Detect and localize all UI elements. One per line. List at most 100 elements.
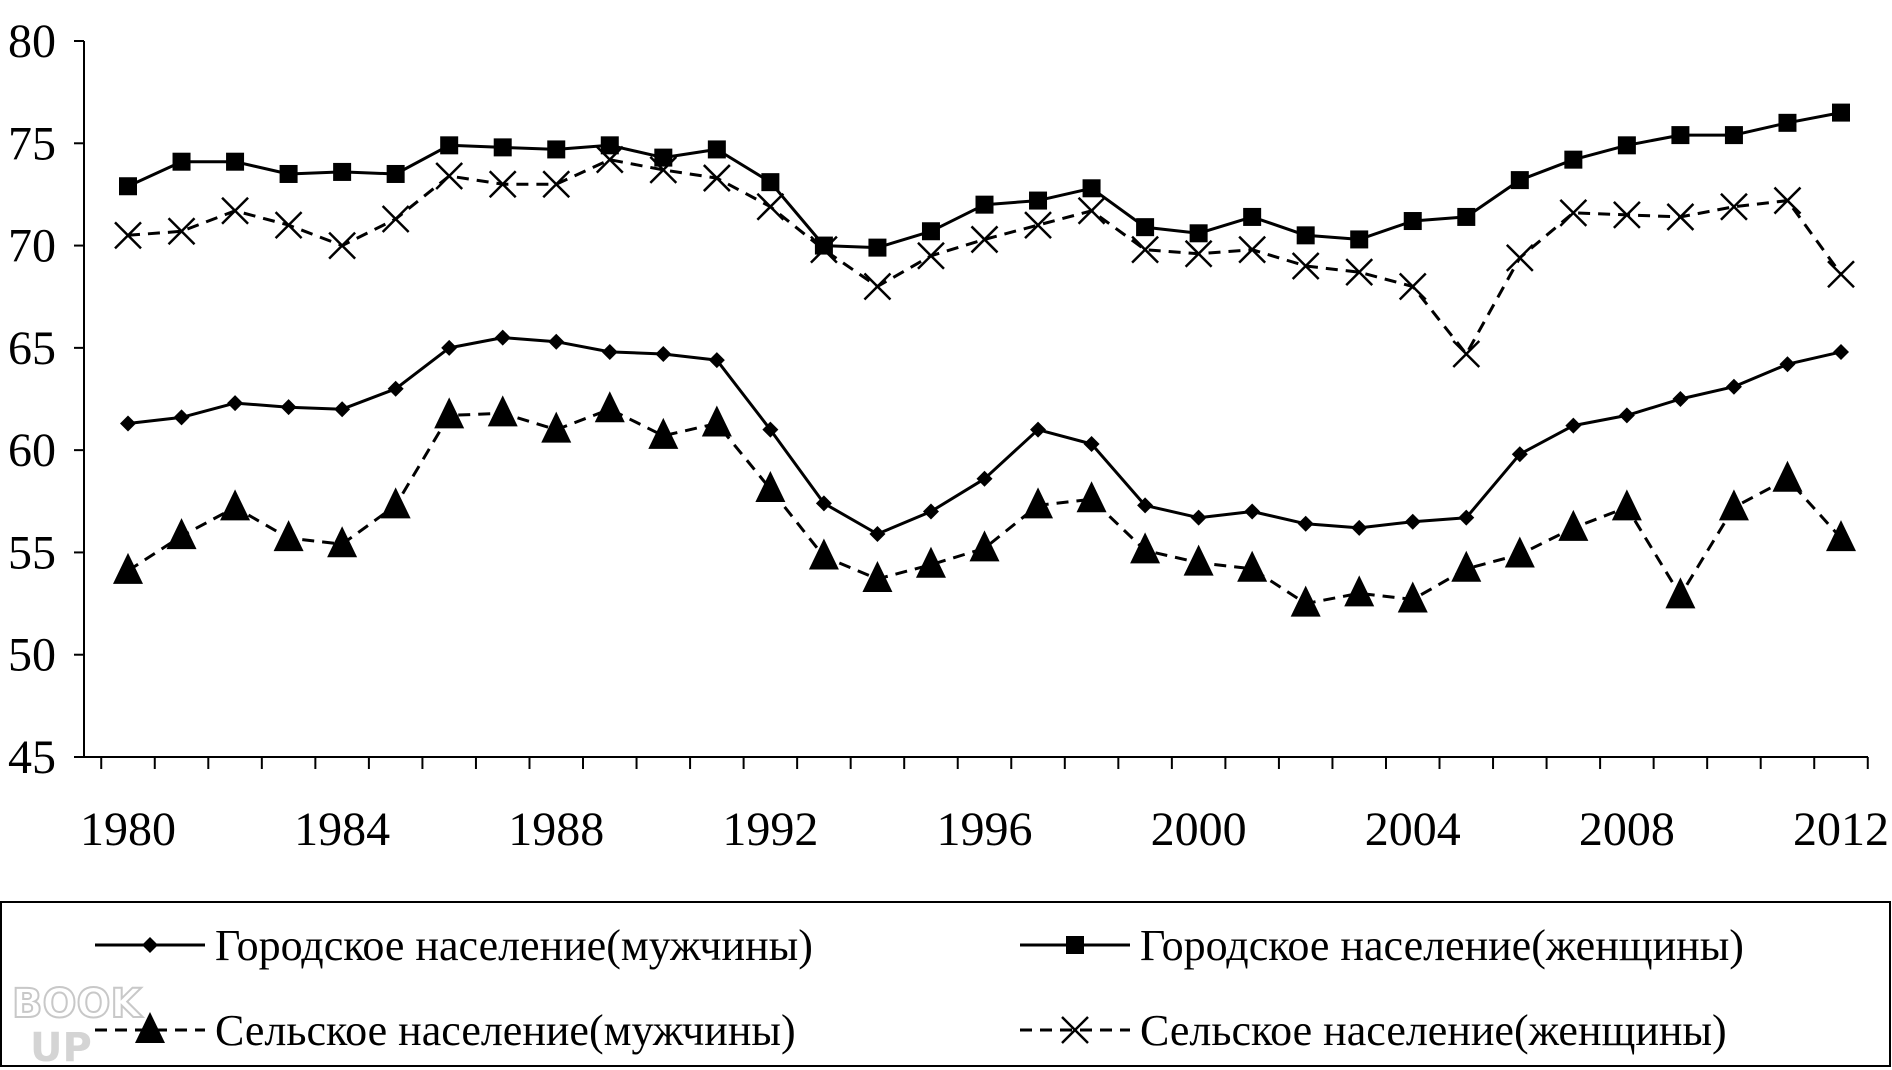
x-marker-stroke: [1024, 211, 1052, 239]
data-point-triangle: [434, 397, 465, 429]
data-point-x: [435, 162, 464, 190]
data-point-x: [970, 225, 999, 254]
data-point-diamond: [1618, 407, 1635, 424]
data-point-diamond: [601, 343, 618, 360]
data-point-diamond: [976, 470, 993, 487]
data-point-triangle: [1772, 460, 1803, 492]
data-point-triangle: [113, 552, 143, 584]
legend-label: Городское население(мужчины): [215, 921, 813, 970]
data-point-triangle: [1558, 509, 1589, 541]
data-point-square: [1136, 218, 1155, 237]
svg-text:BOOK: BOOK: [12, 981, 143, 1027]
data-point-triangle: [166, 518, 197, 550]
data-point-x: [1505, 243, 1534, 272]
legend-box: [0, 901, 1891, 1067]
x-tick-label: 1980: [80, 803, 176, 856]
data-point-square: [707, 140, 726, 159]
data-point-x: [1773, 186, 1802, 215]
data-point-diamond: [120, 415, 136, 432]
data-point-x: [863, 272, 892, 301]
data-point-square: [119, 177, 137, 196]
data-point-x: [1024, 211, 1052, 239]
data-point-diamond: [1511, 446, 1528, 463]
data-point-square: [975, 195, 994, 214]
data-point-x: [114, 221, 142, 250]
data-point-diamond: [922, 503, 939, 520]
data-point-triangle: [1183, 544, 1214, 576]
data-point-diamond: [1672, 391, 1689, 407]
y-tick-label: 60: [8, 424, 56, 477]
data-point-triangle: [541, 411, 572, 443]
data-point-x: [756, 192, 785, 221]
data-point-triangle: [1130, 532, 1161, 564]
data-point-square: [1724, 126, 1743, 145]
data-point-triangle: [1290, 585, 1321, 617]
y-tick-label: 45: [8, 731, 56, 784]
data-point-square: [386, 164, 405, 183]
y-tick-label: 55: [8, 526, 56, 579]
data-point-x: [1559, 198, 1588, 227]
data-point-x: [1238, 235, 1267, 264]
data-point-diamond: [1351, 519, 1368, 536]
data-point-diamond: [142, 937, 158, 953]
data-point-diamond: [1137, 497, 1154, 514]
data-point-x: [1345, 258, 1374, 287]
data-point-square: [1617, 136, 1636, 155]
x-marker-stroke: [702, 164, 731, 192]
x-tick-label: 1988: [508, 803, 604, 856]
y-tick-labels: 45 50 55 60 65 70 75 80: [8, 15, 56, 784]
data-point-square: [761, 173, 780, 192]
data-point-x: [1827, 260, 1855, 289]
data-point-square: [1189, 224, 1208, 243]
data-point-triangle: [1504, 536, 1535, 568]
data-point-square: [868, 238, 887, 257]
legend-item-3: Сельское население(мужчины): [95, 1006, 796, 1055]
y-tick-label: 50: [8, 629, 56, 682]
x-marker-stroke: [1398, 272, 1427, 301]
x-marker-stroke: [328, 231, 357, 260]
data-point-x: [488, 170, 517, 199]
y-tick-label: 65: [8, 322, 56, 375]
data-point-square: [226, 152, 245, 171]
x-marker-stroke: [1238, 235, 1267, 264]
data-point-triangle: [755, 471, 786, 503]
x-marker-stroke: [167, 217, 196, 246]
data-point-x: [1184, 239, 1213, 268]
x-marker-stroke: [381, 205, 410, 233]
data-point-diamond: [1083, 436, 1100, 453]
x-marker-stroke: [1720, 192, 1748, 221]
data-point-square: [1832, 103, 1850, 122]
data-point-diamond: [1779, 356, 1796, 373]
data-point-square: [921, 222, 940, 241]
x-marker-stroke: [542, 170, 571, 199]
x-marker-stroke: [1184, 239, 1213, 268]
legend-label: Сельское население(женщины): [1140, 1006, 1727, 1055]
x-marker-stroke: [435, 162, 464, 190]
data-point-triangle: [648, 417, 679, 449]
data-point-square: [1564, 150, 1583, 169]
data-point-square: [1243, 207, 1262, 226]
data-point-triangle: [594, 391, 625, 423]
data-point-triangle: [701, 405, 732, 437]
data-point-diamond: [334, 401, 351, 418]
data-point-diamond: [815, 495, 832, 512]
x-tick-label: 2004: [1365, 803, 1461, 856]
data-point-x: [1612, 201, 1641, 229]
data-point-triangle: [1826, 520, 1856, 552]
x-tick-labels: 1980 1984 1988 1992 1996 2000 2004 2008 2012: [80, 803, 1889, 856]
data-point-triangle: [915, 546, 946, 578]
data-point-diamond: [227, 395, 244, 412]
data-point-triangle: [1665, 577, 1696, 609]
data-point-x: [649, 155, 678, 184]
data-point-diamond: [441, 339, 458, 356]
data-point-square: [814, 236, 833, 255]
data-point-square: [1403, 212, 1422, 231]
data-point-triangle: [1023, 487, 1054, 519]
x-marker-stroke: [221, 196, 249, 225]
data-point-triangle: [1397, 581, 1428, 613]
data-point-diamond: [1244, 503, 1261, 520]
data-point-diamond: [762, 421, 779, 438]
data-point-x: [1077, 196, 1106, 225]
data-point-triangle: [1718, 489, 1749, 521]
data-point-diamond: [869, 526, 886, 543]
